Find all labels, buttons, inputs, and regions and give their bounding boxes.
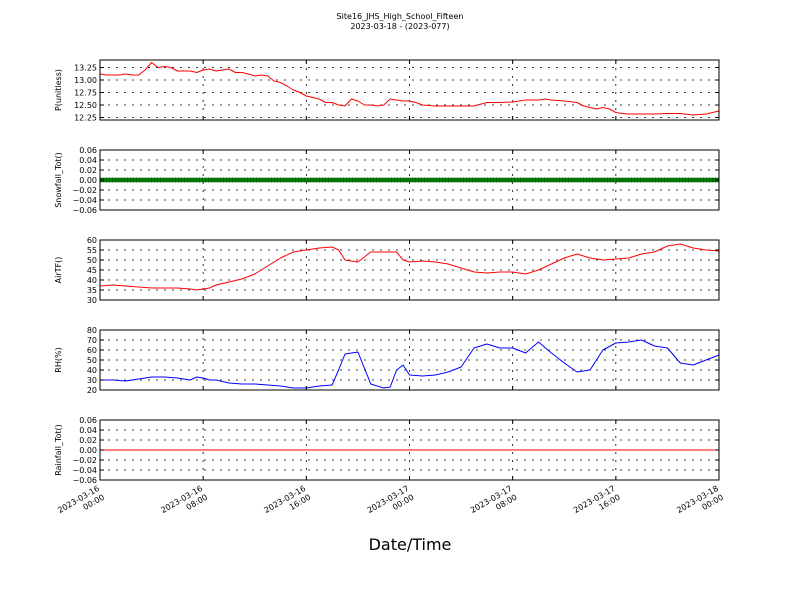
x-tick-labels: 2023-03-1600:00 2023-03-1608:00 2023-03-16… xyxy=(56,484,725,524)
y-tick-label: 55 xyxy=(87,246,97,255)
series-line xyxy=(99,243,720,291)
y-axis-label: Rainfall_Tot() xyxy=(54,424,63,476)
panel-0: 12.25 12.50 12.75 13.00 13.25 P(unitless) xyxy=(54,59,720,123)
y-tick-label: 50 xyxy=(87,356,97,365)
y-tick-label: −0.06 xyxy=(72,206,97,215)
panel-frame xyxy=(99,329,720,391)
y-tick-label: 30 xyxy=(87,296,97,305)
y-tick-label: 45 xyxy=(87,266,97,275)
y-tick-label: 50 xyxy=(87,256,97,265)
y-tick-label: 13.00 xyxy=(74,76,97,85)
y-tick-label: 0.06 xyxy=(79,146,97,155)
y-tick-label: 30 xyxy=(87,376,97,385)
chart-subtitle: 2023-03-18 - (2023-077) xyxy=(350,22,449,31)
panel-1: −0.06−0.04−0.020.000.020.040.06 Snowfall_… xyxy=(54,146,720,215)
y-tick-label: 35 xyxy=(87,286,97,295)
y-tick-label: 40 xyxy=(87,276,97,285)
y-tick-label: 60 xyxy=(87,236,97,245)
series-line xyxy=(99,62,720,116)
panel-frame xyxy=(99,59,720,121)
series-line xyxy=(100,339,720,389)
y-axis-label: Snowfall_Tot() xyxy=(54,152,63,208)
x-tick-label: 2023-03-1608:00 xyxy=(159,484,209,524)
y-tick-label: 12.50 xyxy=(74,101,97,110)
y-tick-label: 0.02 xyxy=(79,166,97,175)
y-tick-label: 40 xyxy=(87,366,97,375)
y-tick-label: 12.75 xyxy=(74,89,97,98)
panel-frame xyxy=(99,149,720,211)
y-tick-label: −0.04 xyxy=(72,196,97,205)
x-tick-label: 2023-03-1716:00 xyxy=(572,484,622,524)
panel-4: −0.06−0.04−0.020.000.020.040.06 Rainfall_… xyxy=(54,416,720,485)
y-tick-label: 0.04 xyxy=(79,156,97,165)
y-tick-label: −0.02 xyxy=(72,456,97,465)
panel-frame xyxy=(99,419,720,481)
y-tick-label: 12.25 xyxy=(74,114,97,123)
x-tick-label: 2023-03-1800:00 xyxy=(675,484,725,524)
y-tick-label: 0.06 xyxy=(79,416,97,425)
y-axis-label: RH(%) xyxy=(54,347,63,372)
y-tick-label: 80 xyxy=(87,326,97,335)
x-tick-label: 2023-03-1700:00 xyxy=(366,484,416,524)
chart-title: Site16_JHS_High_School_Fifteen xyxy=(337,12,464,21)
y-tick-label: −0.06 xyxy=(72,476,97,485)
y-tick-label: 60 xyxy=(87,346,97,355)
x-tick-label: 2023-03-1616:00 xyxy=(263,484,313,524)
y-axis-label: AirTF() xyxy=(54,257,63,284)
y-tick-label: −0.02 xyxy=(72,186,97,195)
y-tick-label: 0.02 xyxy=(79,436,97,445)
y-tick-label: 0.00 xyxy=(79,446,97,455)
y-tick-label: −0.04 xyxy=(72,466,97,475)
y-axis-label: P(unitless) xyxy=(54,69,63,111)
x-tick-label: 2023-03-1708:00 xyxy=(469,484,519,524)
y-tick-label: 70 xyxy=(87,336,97,345)
y-tick-label: 20 xyxy=(87,386,97,395)
x-axis-label: Date/Time xyxy=(369,535,452,554)
y-tick-label: 0.00 xyxy=(79,176,97,185)
y-tick-label: 13.25 xyxy=(74,64,97,73)
y-tick-label: 0.04 xyxy=(79,426,97,435)
panel-frame xyxy=(99,239,720,301)
panels: 12.25 12.50 12.75 13.00 13.25 P(unitless) −0.0… xyxy=(54,59,720,485)
x-tick-label: 2023-03-1600:00 xyxy=(56,484,106,524)
